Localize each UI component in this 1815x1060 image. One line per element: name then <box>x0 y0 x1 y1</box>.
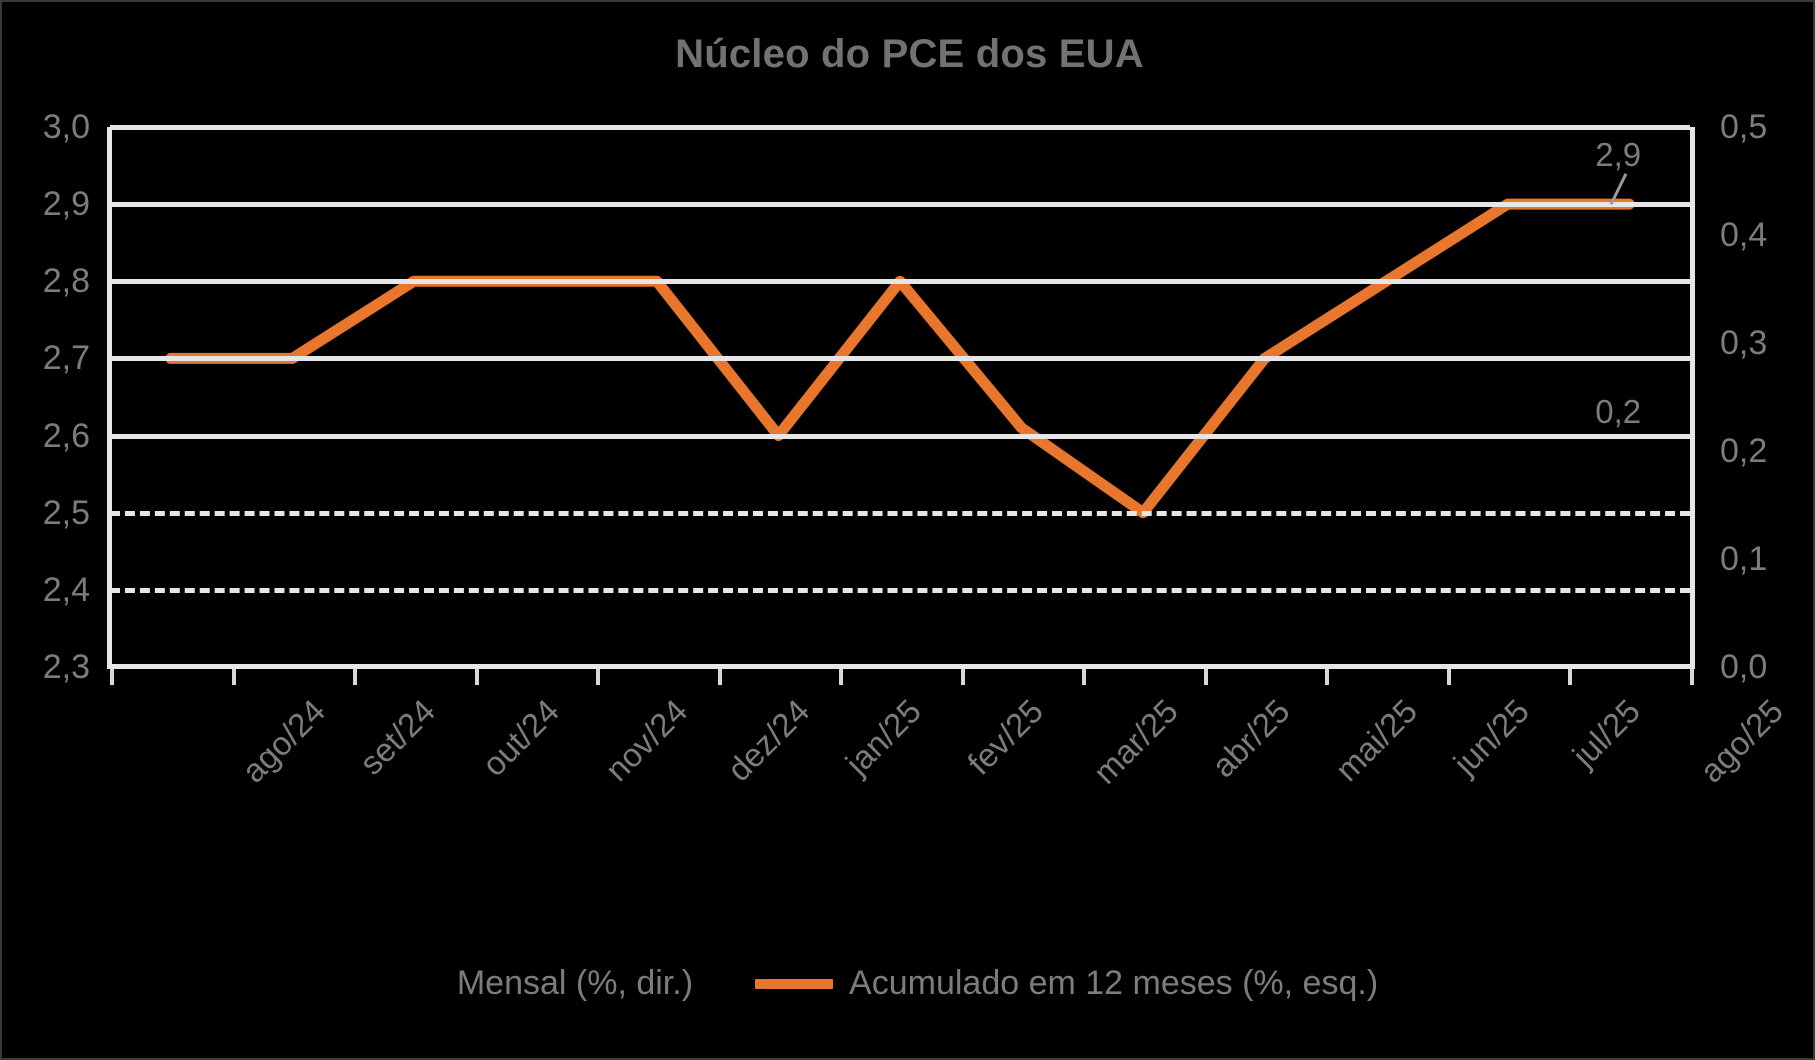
left-axis-tick-label: 2,5 <box>42 493 90 532</box>
right-axis-tick-label: 0,4 <box>1720 216 1768 254</box>
gridline <box>110 433 1690 439</box>
left-axis-spine <box>107 127 112 667</box>
x-axis-tick <box>474 669 479 685</box>
x-axis-tick <box>1203 669 1208 685</box>
right-axis-tick-label: 0,3 <box>1720 324 1768 362</box>
x-axis-tick-label: out/24 <box>474 692 566 784</box>
x-axis-tick <box>596 669 601 685</box>
x-axis-tick-label: jan/25 <box>838 692 929 782</box>
legend-swatch-acumulado <box>755 978 834 989</box>
x-axis-tick-label: nov/24 <box>598 692 695 789</box>
left-axis-tick-label: 2,8 <box>42 262 90 301</box>
legend-item-mensal[interactable]: Mensal (%, dir.) <box>441 964 693 1003</box>
data-label-acumulado: 2,9 <box>1595 136 1642 174</box>
x-axis-tick <box>1082 669 1087 685</box>
left-axis-tick-label: 2,3 <box>42 648 90 686</box>
right-axis-tick-label: 0,0 <box>1720 648 1768 686</box>
x-axis-tick <box>353 669 358 685</box>
x-axis-tick <box>1446 669 1451 685</box>
gridline <box>110 356 1690 362</box>
left-axis-tick-label: 2,6 <box>42 416 90 455</box>
x-axis-tick <box>110 669 114 685</box>
x-axis-tick-label: mai/25 <box>1327 692 1424 789</box>
legend: Mensal (%, dir.) Acumulado em 12 meses (… <box>2 964 1813 1003</box>
x-axis-tick <box>1325 669 1330 685</box>
x-axis-tick <box>960 669 965 685</box>
legend-label-acumulado: Acumulado em 12 meses (%, esq.) <box>849 964 1379 1002</box>
gridline <box>110 279 1690 285</box>
x-axis-tick-label: ago/24 <box>234 692 332 790</box>
x-axis-tick-label: fev/25 <box>960 692 1051 782</box>
right-axis-tick-label: 0,1 <box>1720 540 1768 578</box>
data-label-mensal: 0,2 <box>1595 393 1642 430</box>
gridline <box>110 125 1690 130</box>
x-axis-tick-label: mar/25 <box>1085 692 1185 791</box>
x-axis-tick <box>839 669 844 685</box>
x-axis-tick <box>231 669 236 685</box>
series-layer <box>165 198 1635 519</box>
x-axis-tick-label: dez/24 <box>719 692 817 789</box>
x-axis-spine <box>107 664 1695 669</box>
left-axis-tick-label: 2,4 <box>42 570 90 609</box>
x-axis-tick-label: set/24 <box>352 692 443 782</box>
x-axis-tick <box>1690 669 1694 685</box>
gridline <box>110 510 1690 516</box>
right-axis-tick-label: 0,2 <box>1720 432 1768 470</box>
left-axis-tick-label: 3,0 <box>42 108 90 146</box>
legend-label-mensal: Mensal (%, dir.) <box>456 964 694 1002</box>
page-title: Núcleo do PCE dos EUA <box>675 32 1144 76</box>
x-axis-tick-label: abr/25 <box>1204 692 1297 785</box>
x-axis-tick-label: ago/25 <box>1692 692 1791 790</box>
x-axis-tick <box>717 669 722 685</box>
plot-area <box>110 125 1690 667</box>
left-axis-tick-label: 2,7 <box>42 339 90 378</box>
x-axis-tick <box>1568 669 1573 685</box>
x-axis-tick-label: jul/25 <box>1564 692 1647 774</box>
legend-item-acumulado[interactable]: Acumulado em 12 meses (%, esq.) <box>755 964 1378 1003</box>
gridline <box>110 587 1690 593</box>
right-axis-tick-label: 0,5 <box>1720 108 1768 146</box>
left-axis-tick-label: 2,9 <box>42 185 90 224</box>
x-axis-tick-label: jun/25 <box>1446 692 1537 782</box>
gridline <box>110 202 1690 208</box>
right-axis-spine <box>1690 127 1695 667</box>
